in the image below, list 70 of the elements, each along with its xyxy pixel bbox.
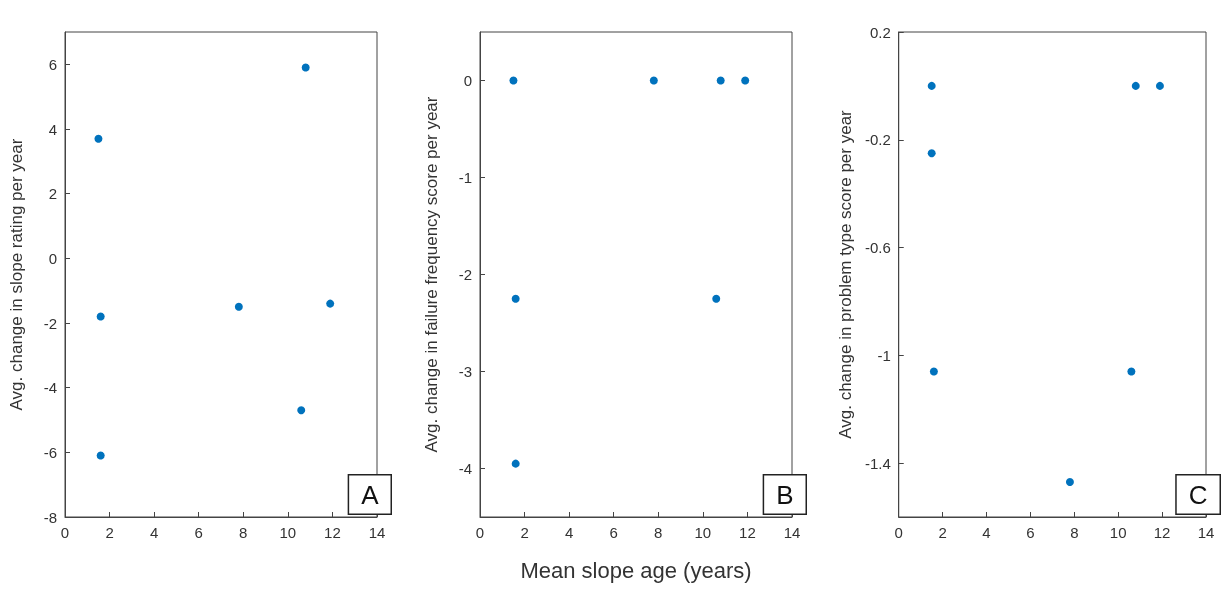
point	[326, 299, 335, 308]
point	[927, 149, 936, 158]
point	[509, 76, 518, 85]
x-tick-label: 12	[1153, 524, 1171, 541]
point	[511, 294, 520, 303]
point	[297, 406, 306, 415]
y-tick-label: -3	[458, 363, 472, 380]
y-tick-label: -6	[43, 443, 57, 461]
x-tick-label: 14	[368, 524, 386, 541]
x-tick-label: 8	[239, 524, 248, 541]
x-tick-label: 12	[739, 524, 756, 541]
point	[716, 76, 725, 85]
x-tick-label: 10	[279, 524, 297, 541]
point	[511, 459, 520, 468]
y-axis-title: Avg. change in problem type score per year	[836, 109, 855, 439]
point	[649, 76, 658, 85]
x-tick-label: 0	[60, 524, 70, 541]
point	[1127, 367, 1136, 376]
y-tick-label: -1.4	[864, 454, 891, 472]
y-tick-label: -1	[458, 169, 472, 186]
y-tick-label: 0	[48, 249, 57, 267]
y-tick-label: 0	[463, 72, 472, 89]
y-axis-title: Avg. change in slope rating per year	[7, 138, 26, 411]
x-tick-label: 14	[783, 524, 801, 541]
y-tick-label: 6	[48, 55, 57, 73]
annotation: A	[361, 479, 380, 510]
x-tick-label: 2	[520, 524, 529, 541]
x-tick-label: 10	[1109, 524, 1127, 541]
point	[927, 81, 936, 90]
y-tick-label: -4	[458, 460, 472, 477]
y-tick-label: 0.2	[869, 23, 891, 41]
point	[234, 302, 243, 311]
x-tick-label: 6	[609, 524, 618, 541]
y-tick-label: 4	[48, 120, 57, 138]
point	[94, 134, 103, 143]
x-axis-title: Mean slope age (years)	[520, 557, 752, 583]
x-tick-label: 12	[324, 524, 341, 541]
x-tick-label: 0	[475, 524, 485, 541]
x-tick-label: 4	[982, 524, 991, 541]
annotation: B	[776, 479, 794, 510]
y-tick-label: -8	[43, 508, 57, 526]
y-tick-label: -1	[877, 346, 891, 364]
point	[301, 63, 310, 72]
x-tick-label: 2	[105, 524, 114, 541]
point	[741, 76, 750, 85]
point	[712, 294, 721, 303]
y-tick-label: 2	[48, 185, 57, 203]
point	[1155, 81, 1164, 90]
point	[96, 312, 105, 321]
annotation: C	[1188, 479, 1208, 510]
x-tick-label: 8	[654, 524, 663, 541]
x-tick-label: 6	[194, 524, 203, 541]
point	[929, 367, 938, 376]
x-tick-label: 0	[894, 524, 903, 541]
x-tick-label: 14	[1197, 524, 1215, 541]
point	[1131, 81, 1140, 90]
y-tick-label: -2	[43, 314, 57, 332]
x-tick-label: 6	[1026, 524, 1035, 541]
x-tick-label: 2	[938, 524, 947, 541]
point	[1065, 477, 1074, 486]
y-tick-label: -4	[43, 379, 57, 397]
y-tick-label: -0.6	[864, 239, 891, 257]
y-tick-label: -0.2	[864, 131, 891, 149]
y-axis-title: Avg. change in failure frequency score per year	[422, 96, 441, 453]
x-tick-label: 8	[1070, 524, 1079, 541]
x-tick-label: 10	[694, 524, 712, 541]
y-tick-label: -2	[458, 266, 472, 283]
x-tick-label: 4	[564, 524, 574, 541]
x-tick-label: 4	[149, 524, 159, 541]
point	[96, 451, 105, 460]
